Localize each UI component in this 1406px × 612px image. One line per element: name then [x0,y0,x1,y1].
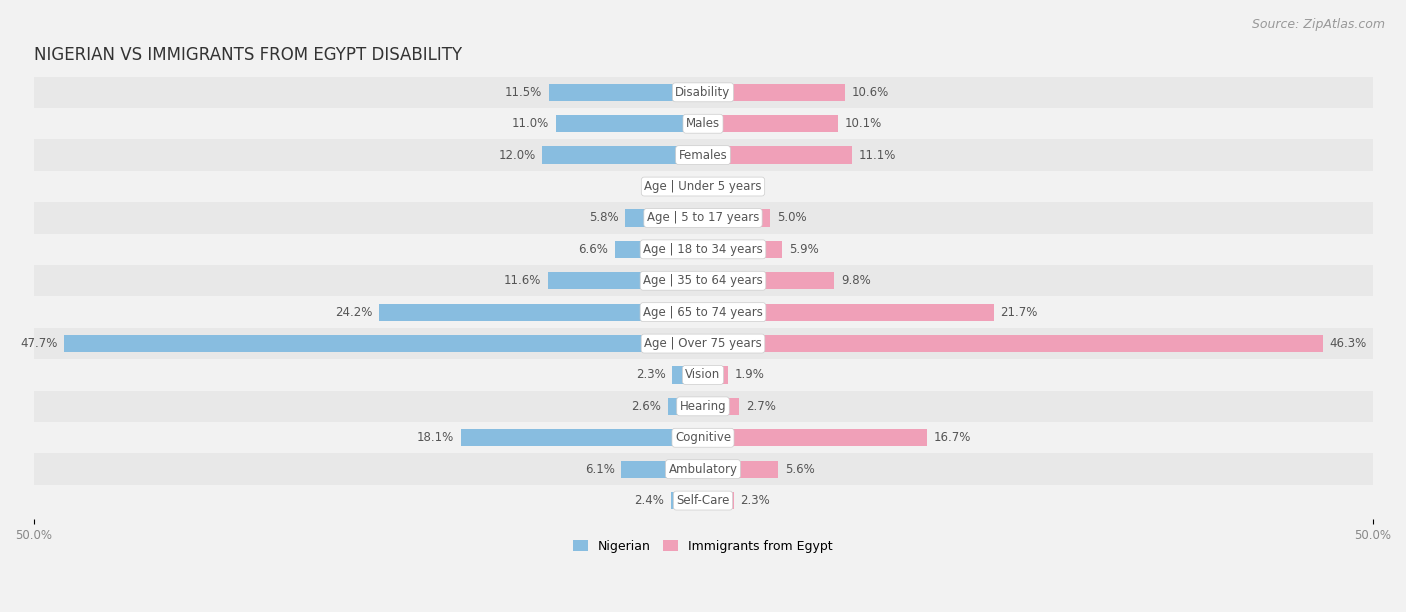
Text: 5.6%: 5.6% [785,463,814,476]
Text: 1.3%: 1.3% [650,180,679,193]
Bar [703,146,852,164]
Text: Females: Females [679,149,727,162]
Text: 11.0%: 11.0% [512,118,548,130]
Text: 11.5%: 11.5% [505,86,543,99]
Bar [703,335,1323,352]
Text: 21.7%: 21.7% [1000,305,1038,319]
Bar [34,202,1372,234]
Text: 18.1%: 18.1% [416,431,454,444]
Bar [34,359,1372,390]
Text: 5.0%: 5.0% [776,211,806,225]
Bar [703,429,927,446]
Bar [34,171,1372,202]
Bar [703,84,845,101]
Bar [621,460,703,478]
Text: 5.8%: 5.8% [589,211,619,225]
Text: Source: ZipAtlas.com: Source: ZipAtlas.com [1251,18,1385,31]
Text: 24.2%: 24.2% [335,305,373,319]
Bar [703,398,740,415]
Text: 6.6%: 6.6% [578,243,607,256]
Bar [548,272,703,289]
Bar [703,178,717,195]
Text: 1.9%: 1.9% [735,368,765,381]
Bar [703,209,770,226]
Text: 12.0%: 12.0% [498,149,536,162]
Bar [703,241,782,258]
Text: 6.1%: 6.1% [585,463,614,476]
Text: 2.3%: 2.3% [741,494,770,507]
Bar [34,328,1372,359]
Bar [34,76,1372,108]
Text: Age | 18 to 34 years: Age | 18 to 34 years [643,243,763,256]
Bar [543,146,703,164]
Bar [703,115,838,132]
Text: 47.7%: 47.7% [20,337,58,350]
Bar [461,429,703,446]
Bar [671,492,703,509]
Text: 16.7%: 16.7% [934,431,970,444]
Text: 5.9%: 5.9% [789,243,818,256]
Bar [672,367,703,384]
Bar [34,390,1372,422]
Text: Cognitive: Cognitive [675,431,731,444]
Text: Age | 35 to 64 years: Age | 35 to 64 years [643,274,763,287]
Bar [380,304,703,321]
Text: Males: Males [686,118,720,130]
Bar [34,485,1372,517]
Text: 2.3%: 2.3% [636,368,665,381]
Bar [34,234,1372,265]
Bar [668,398,703,415]
Bar [555,115,703,132]
Text: 9.8%: 9.8% [841,274,870,287]
Bar [34,422,1372,453]
Bar [34,108,1372,140]
Text: 11.1%: 11.1% [858,149,896,162]
Bar [34,265,1372,296]
Bar [703,492,734,509]
Bar [626,209,703,226]
Bar [614,241,703,258]
Text: Self-Care: Self-Care [676,494,730,507]
Text: NIGERIAN VS IMMIGRANTS FROM EGYPT DISABILITY: NIGERIAN VS IMMIGRANTS FROM EGYPT DISABI… [34,46,461,64]
Bar [65,335,703,352]
Bar [34,453,1372,485]
Text: 10.6%: 10.6% [852,86,889,99]
Bar [34,296,1372,328]
Bar [703,272,834,289]
Text: 2.4%: 2.4% [634,494,664,507]
Bar [703,460,778,478]
Text: Age | 5 to 17 years: Age | 5 to 17 years [647,211,759,225]
Text: Age | Under 5 years: Age | Under 5 years [644,180,762,193]
Text: 46.3%: 46.3% [1330,337,1367,350]
Text: Age | Over 75 years: Age | Over 75 years [644,337,762,350]
Text: Ambulatory: Ambulatory [668,463,738,476]
Text: Disability: Disability [675,86,731,99]
Text: 11.6%: 11.6% [503,274,541,287]
Bar [703,367,728,384]
Legend: Nigerian, Immigrants from Egypt: Nigerian, Immigrants from Egypt [568,535,838,558]
Bar [686,178,703,195]
Bar [548,84,703,101]
Text: 2.6%: 2.6% [631,400,661,413]
Bar [703,304,994,321]
Text: 2.7%: 2.7% [745,400,776,413]
Text: 1.1%: 1.1% [724,180,754,193]
Bar [34,140,1372,171]
Text: 10.1%: 10.1% [845,118,882,130]
Text: Hearing: Hearing [679,400,727,413]
Text: Vision: Vision [685,368,721,381]
Text: Age | 65 to 74 years: Age | 65 to 74 years [643,305,763,319]
